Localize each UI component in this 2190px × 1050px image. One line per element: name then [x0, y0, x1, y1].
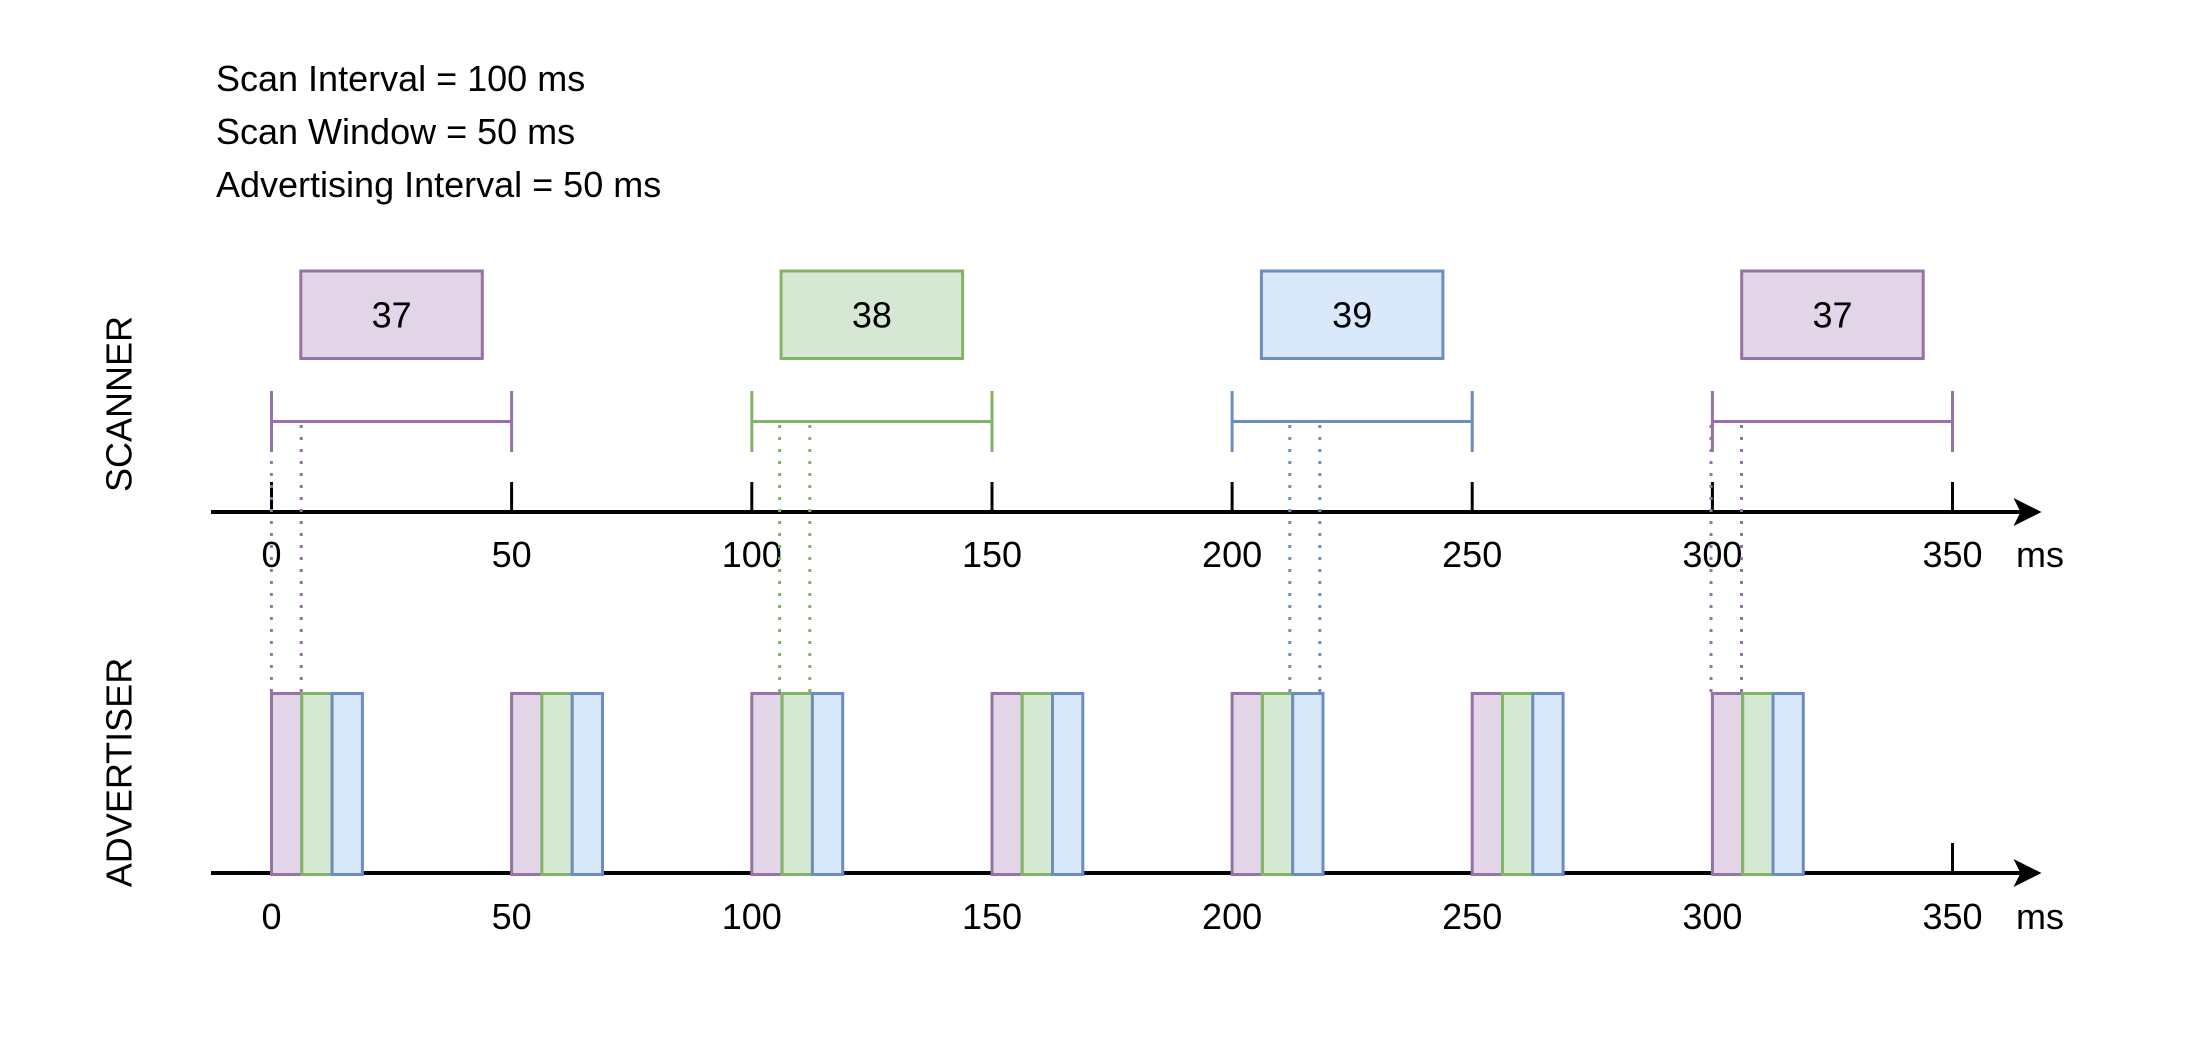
svg-text:ms: ms — [2016, 534, 2064, 575]
svg-text:350: 350 — [1922, 896, 1982, 937]
svg-text:38: 38 — [852, 295, 892, 336]
svg-text:300: 300 — [1682, 896, 1742, 937]
svg-text:Scan Interval = 100 ms: Scan Interval = 100 ms — [216, 58, 585, 99]
svg-text:39: 39 — [1332, 295, 1372, 336]
svg-text:200: 200 — [1202, 896, 1262, 937]
svg-text:SCANNER: SCANNER — [99, 316, 140, 492]
svg-text:0: 0 — [261, 534, 281, 575]
svg-text:37: 37 — [372, 295, 412, 336]
svg-text:200: 200 — [1202, 534, 1262, 575]
svg-text:Scan Window = 50 ms: Scan Window = 50 ms — [216, 111, 575, 152]
svg-text:300: 300 — [1682, 534, 1742, 575]
svg-text:50: 50 — [492, 534, 532, 575]
svg-text:250: 250 — [1442, 896, 1502, 937]
svg-text:0: 0 — [261, 896, 281, 937]
svg-text:250: 250 — [1442, 534, 1502, 575]
svg-text:ADVERTISER: ADVERTISER — [99, 658, 140, 887]
svg-text:350: 350 — [1922, 534, 1982, 575]
svg-text:Advertising Interval = 50 ms: Advertising Interval = 50 ms — [216, 164, 661, 205]
svg-text:37: 37 — [1812, 295, 1852, 336]
svg-text:100: 100 — [722, 534, 782, 575]
svg-text:150: 150 — [962, 534, 1022, 575]
svg-text:150: 150 — [962, 896, 1022, 937]
svg-text:100: 100 — [722, 896, 782, 937]
svg-text:ms: ms — [2016, 896, 2064, 937]
svg-text:50: 50 — [492, 896, 532, 937]
